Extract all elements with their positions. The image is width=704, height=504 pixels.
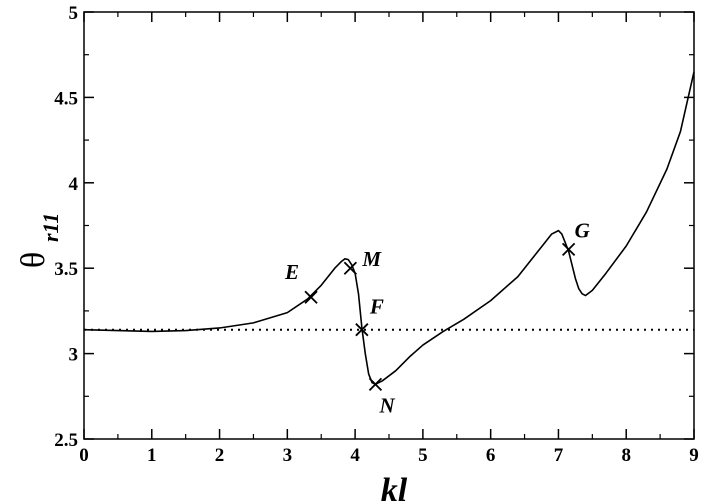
marker-label: N: [378, 393, 395, 417]
marker-cross-stroke: [561, 242, 576, 257]
marker-m: M: [343, 247, 382, 275]
x-tick-label: 7: [554, 445, 564, 466]
x-tick-label: 1: [147, 445, 157, 466]
series-group: [83, 71, 695, 386]
y-tick-label: 3.5: [54, 259, 78, 280]
marker-cross-stroke: [304, 290, 318, 304]
x-tick-label: 3: [283, 445, 293, 466]
x-tick-label: 6: [486, 445, 496, 466]
marker-cross-stroke: [343, 261, 358, 275]
marker-label: G: [575, 218, 590, 242]
marker-e: E: [284, 260, 318, 304]
x-tick-label: 5: [418, 445, 428, 466]
x-tick-label: 2: [215, 445, 225, 466]
x-tick-label: 8: [621, 445, 631, 466]
marker-g: G: [561, 218, 590, 257]
marker-n: N: [368, 377, 395, 417]
y-tick-label: 3: [69, 345, 79, 366]
x-tick-label: 0: [79, 445, 89, 466]
marker-f: F: [355, 295, 384, 337]
y-tick-label: 4: [69, 174, 79, 195]
y-tick-label: 4.5: [54, 88, 78, 109]
marker-label: E: [284, 260, 299, 284]
series-line-solid: [83, 71, 695, 386]
y-axis-label: θ: [15, 252, 52, 268]
y-axis-label-subscript: r11: [38, 213, 63, 242]
x-tick-label: 4: [350, 445, 360, 466]
marker-cross-stroke: [368, 377, 383, 391]
marker-cross-stroke: [355, 323, 369, 337]
axis-ticks: [83, 11, 695, 440]
tick-labels: 0 1 2 3 4 5 6 7 8 9 2.5 3 3.5 4 4.5 5: [54, 3, 699, 466]
y-tick-label: 5: [69, 3, 79, 24]
x-axis-label: kl: [381, 472, 408, 504]
y-tick-label: 2.5: [54, 430, 78, 451]
marker-label: M: [361, 247, 382, 271]
x-tick-label: 9: [689, 445, 699, 466]
y-axis-label-group: θ r11: [15, 213, 63, 269]
marker-label: F: [369, 295, 384, 319]
markers-group: E MF N G: [284, 218, 590, 417]
